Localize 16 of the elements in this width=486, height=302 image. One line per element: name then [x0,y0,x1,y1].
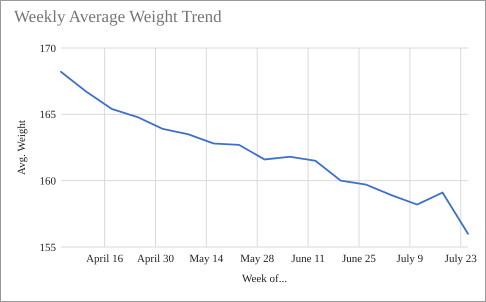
x-axis-title: Week of... [242,273,288,285]
y-tick-label: 155 [40,242,56,254]
x-tick-label: May 28 [240,253,275,265]
y-tick-label: 160 [40,176,56,188]
x-tick-label: June 25 [342,253,376,265]
line-series [60,70,469,235]
x-tick-label: July 9 [396,253,424,265]
y-axis-title: Avg. Weight [16,120,28,175]
x-tick-label: May 14 [189,253,224,265]
x-tick-label: June 11 [291,253,325,265]
x-tick-label: April 30 [136,253,174,265]
y-tick-label: 165 [40,109,56,122]
x-tick-label: April 16 [86,253,124,265]
chart-title: Weekly Average Weight Trend [14,7,222,26]
y-tick-label: 170 [40,42,56,55]
x-tick-label: July 23 [444,253,478,265]
